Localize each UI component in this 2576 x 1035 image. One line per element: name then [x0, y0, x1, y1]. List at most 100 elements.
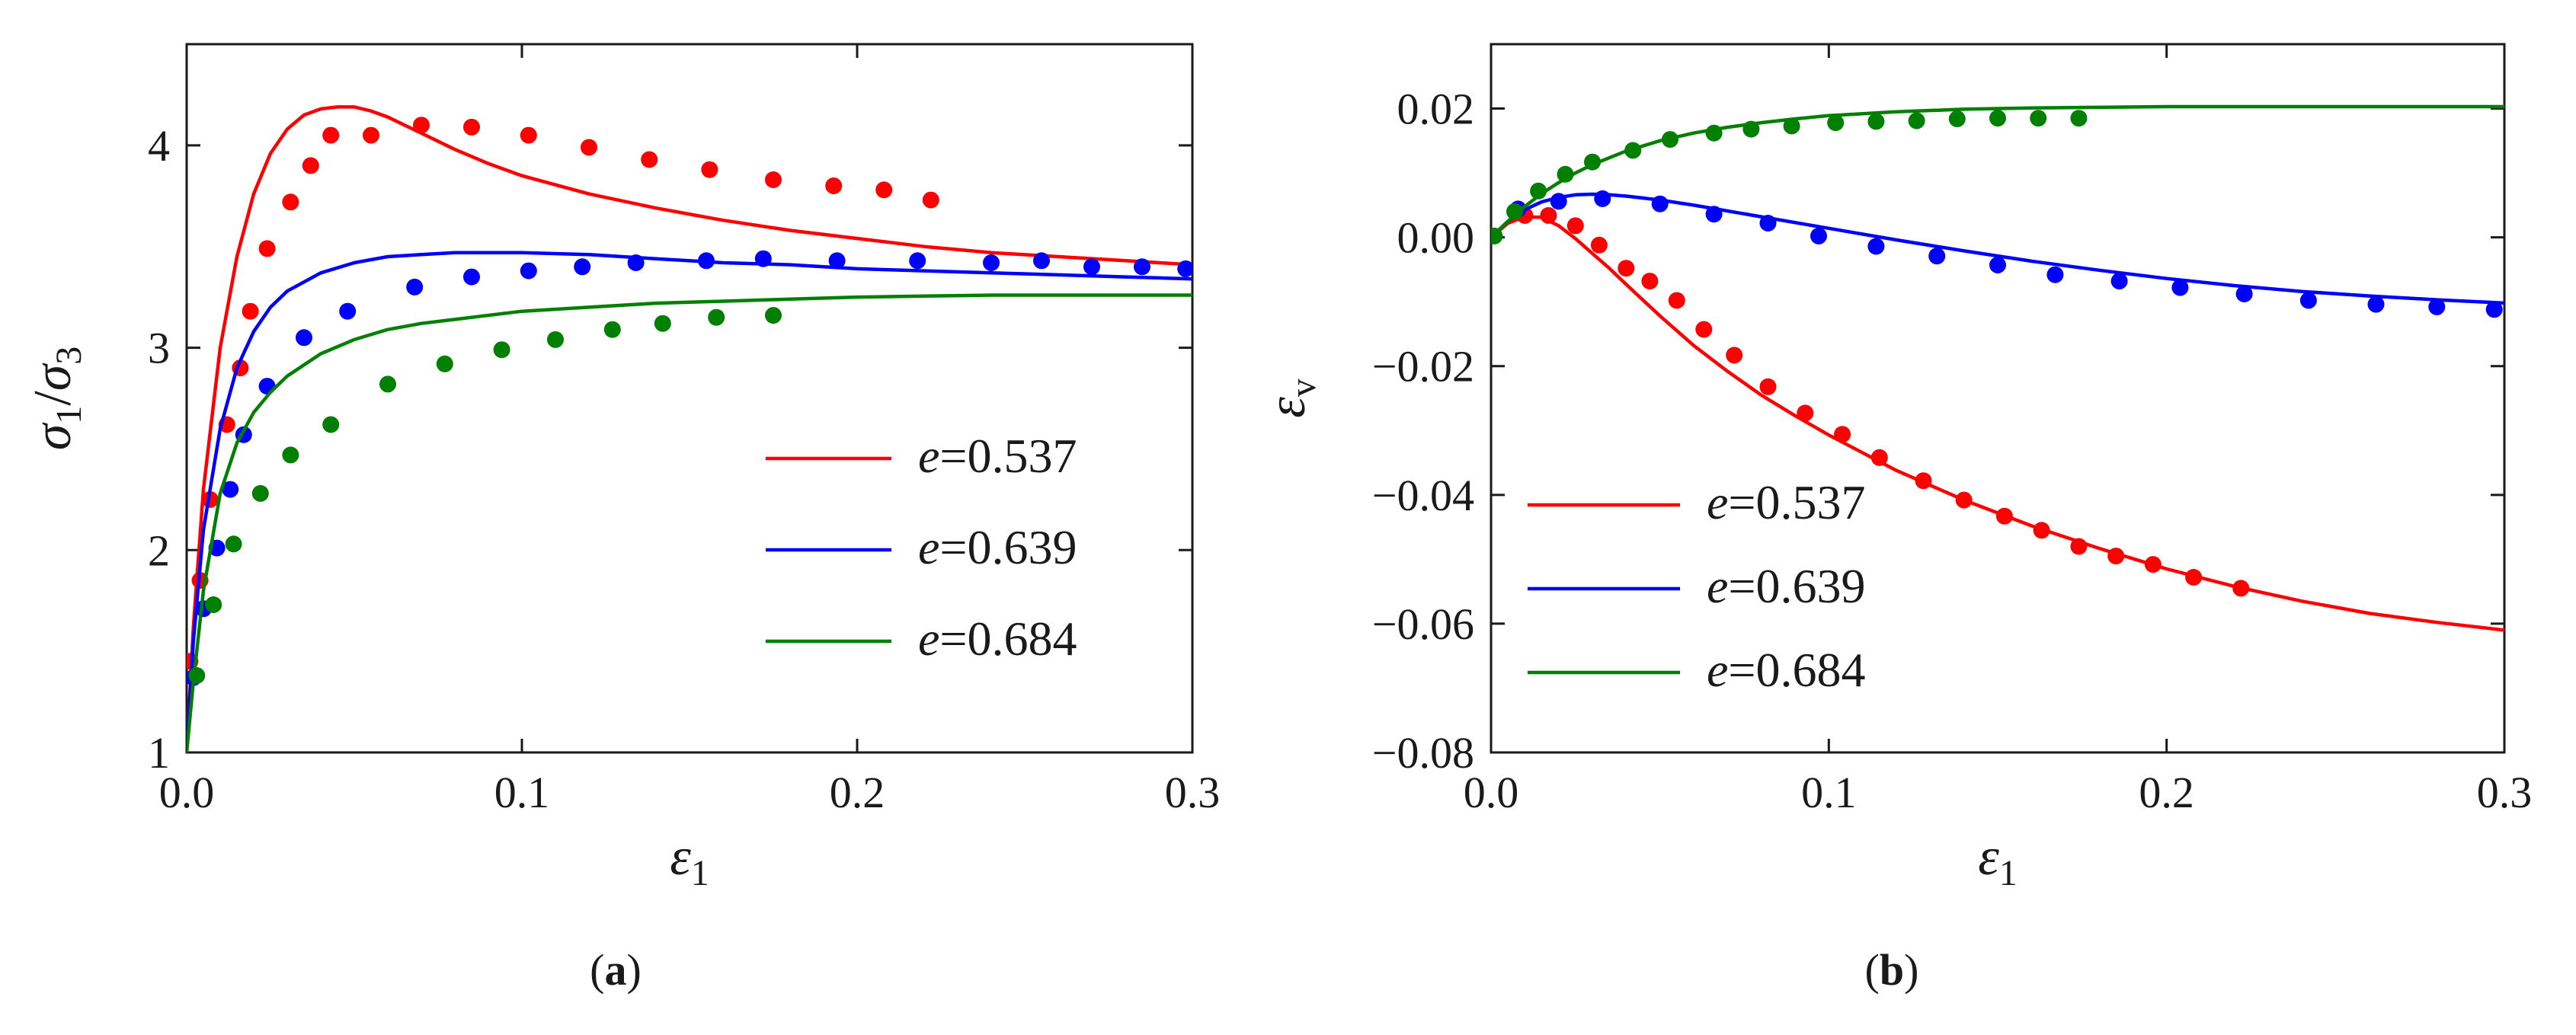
panel-b-data-point — [1506, 203, 1523, 220]
panel-a-y-tick-label: 2 — [148, 525, 170, 575]
panel-b-data-point — [1662, 131, 1678, 149]
panel-b-legend: e=0.537 e=0.639 e=0.684 — [1528, 475, 1866, 697]
panel-a-series-line — [187, 251, 1192, 752]
panel-b-data-point — [1742, 120, 1760, 138]
panel-a-data-point — [754, 250, 772, 267]
panel-a-data-point — [188, 667, 206, 684]
panel-a-data-point — [258, 240, 276, 257]
panel-b-data-point — [1668, 292, 1685, 309]
panel-a-data-point — [463, 268, 480, 286]
panel-b-series-1 — [1491, 190, 2504, 318]
panel-b-data-point — [1594, 190, 1611, 207]
panel-a-y-tick-label: 4 — [148, 121, 170, 171]
panel-a-data-point — [493, 341, 510, 359]
panel-a-data-point — [603, 321, 621, 338]
panel-a-legend-label: e=0.684 — [918, 612, 1077, 666]
panel-b-x-axis-title: ε1 — [1978, 828, 2018, 893]
panel-a-legend-label: e=0.639 — [918, 520, 1077, 574]
panel-b-data-point — [1618, 260, 1635, 277]
panel-b-data-point — [1870, 449, 1888, 466]
panel-a-x-axis-title: ε1 — [670, 828, 709, 893]
panel-a-data-point — [909, 252, 926, 270]
panel-b-caption: (b) — [1865, 945, 1919, 995]
panel-b-data-point — [1834, 426, 1851, 443]
panel-a-data-point — [282, 193, 299, 211]
panel-b-data-point — [1705, 206, 1723, 223]
panel-b-data-point — [2235, 286, 2253, 302]
panel-b-y-tick-label: −0.04 — [1372, 471, 1474, 520]
panel-b-data-point — [2046, 266, 2064, 283]
panel-a-x-tick-label: 0.1 — [494, 768, 550, 817]
panel-b-y-axis-title: εv — [1258, 379, 1323, 418]
panel-a-x-tick-label: 0.0 — [159, 768, 215, 817]
panel-a-data-point — [413, 117, 430, 134]
panel-b-data-point — [2185, 569, 2203, 586]
panel-a-legend: e=0.537 e=0.639 e=0.684 — [766, 429, 1077, 666]
panel-a-data-point — [205, 596, 222, 613]
panel-b-data-point — [1955, 491, 1973, 509]
panel-b-y-tick-label: 0.02 — [1397, 85, 1475, 134]
panel-b-data-point — [1810, 227, 1827, 244]
panel-a-data-point — [322, 126, 340, 144]
panel-b-data-point — [2367, 295, 2385, 313]
panel-a-data-point — [581, 139, 597, 156]
panel-b-y-tick-label: −0.08 — [1372, 728, 1474, 778]
panel-a-tick-labels: 0.0 0.1 0.2 0.3 1 2 3 4 — [148, 121, 1220, 817]
panel-a-data-point — [765, 307, 782, 324]
panel-b-x-tick-label: 0.2 — [2139, 768, 2194, 817]
panel-a-ticks — [185, 44, 1194, 754]
panel-a-data-point — [322, 416, 340, 433]
panel-a-data-point — [436, 355, 453, 372]
panel-b-data-point — [2144, 556, 2162, 573]
panel-b-data-point — [1867, 113, 1885, 130]
panel-b-data-point — [2107, 548, 2125, 565]
panel-a-data-point — [708, 308, 725, 326]
panel-a-data-point — [654, 315, 671, 332]
panel-a-data-point — [701, 161, 718, 178]
panel-b-data-point — [1651, 195, 1669, 212]
panel-b-legend-label: e=0.537 — [1707, 475, 1866, 529]
panel-a-data-point — [406, 278, 424, 295]
panel-b-data-point — [1759, 378, 1777, 395]
panel-b-data-point — [2033, 522, 2050, 539]
panel-b-data-point — [1726, 347, 1743, 364]
panel-a-legend-label: e=0.537 — [918, 429, 1077, 483]
panel-b-data-point — [1989, 257, 2006, 273]
panel-b-data-point — [1584, 153, 1601, 171]
panel-b-data-point — [1867, 238, 1885, 255]
panel-a-data-point — [983, 254, 1000, 271]
panel-a-y-axis-title: σ1/σ3 — [24, 347, 89, 451]
panel-a-data-point — [379, 375, 396, 393]
panel-a-data-point — [282, 446, 299, 464]
panel-b-legend-label: e=0.684 — [1707, 643, 1866, 697]
panel-b-data-point — [1624, 142, 1642, 159]
panel-a-data-point — [825, 177, 843, 194]
panel-b-data-point — [1948, 110, 1966, 128]
panel-a-data-point — [627, 254, 645, 271]
panel-b-series-2 — [1491, 104, 2504, 244]
panel-b-data-point — [1491, 227, 1503, 244]
panel-a-data-point — [1134, 258, 1150, 276]
panel-a-data-point — [520, 262, 537, 280]
panel-b-data-point — [2110, 273, 2128, 290]
panel-a-data-point — [641, 151, 658, 168]
panel-b-data — [1491, 104, 2504, 632]
panel-a-data — [187, 105, 1192, 752]
panel-b-series-0 — [1491, 206, 2504, 632]
panel-b-x-tick-label: 0.3 — [2477, 768, 2533, 817]
panel-b-data-point — [2070, 110, 2088, 127]
panel-b-data-point — [2030, 110, 2047, 127]
panel-a-chart: 0.0 0.1 0.2 0.3 1 2 3 4 σ1/σ3 ε1 e=0.537 e=0.639… — [24, 43, 1220, 995]
panel-b-data-point — [1827, 114, 1845, 132]
panel-b-x-tick-label: 0.1 — [1801, 768, 1857, 817]
panel-a-x-tick-label: 0.3 — [1165, 768, 1221, 817]
panel-b-y-tick-label: 0.00 — [1397, 213, 1475, 263]
panel-b-data-point — [1797, 404, 1814, 422]
panel-b-data-point — [1783, 117, 1800, 135]
panel-a-data-point — [225, 535, 242, 553]
panel-a-data-point — [828, 252, 846, 270]
panel-a-data-point — [698, 252, 715, 270]
panel-a-data-point — [222, 481, 239, 498]
panel-a-data-point — [242, 302, 259, 320]
